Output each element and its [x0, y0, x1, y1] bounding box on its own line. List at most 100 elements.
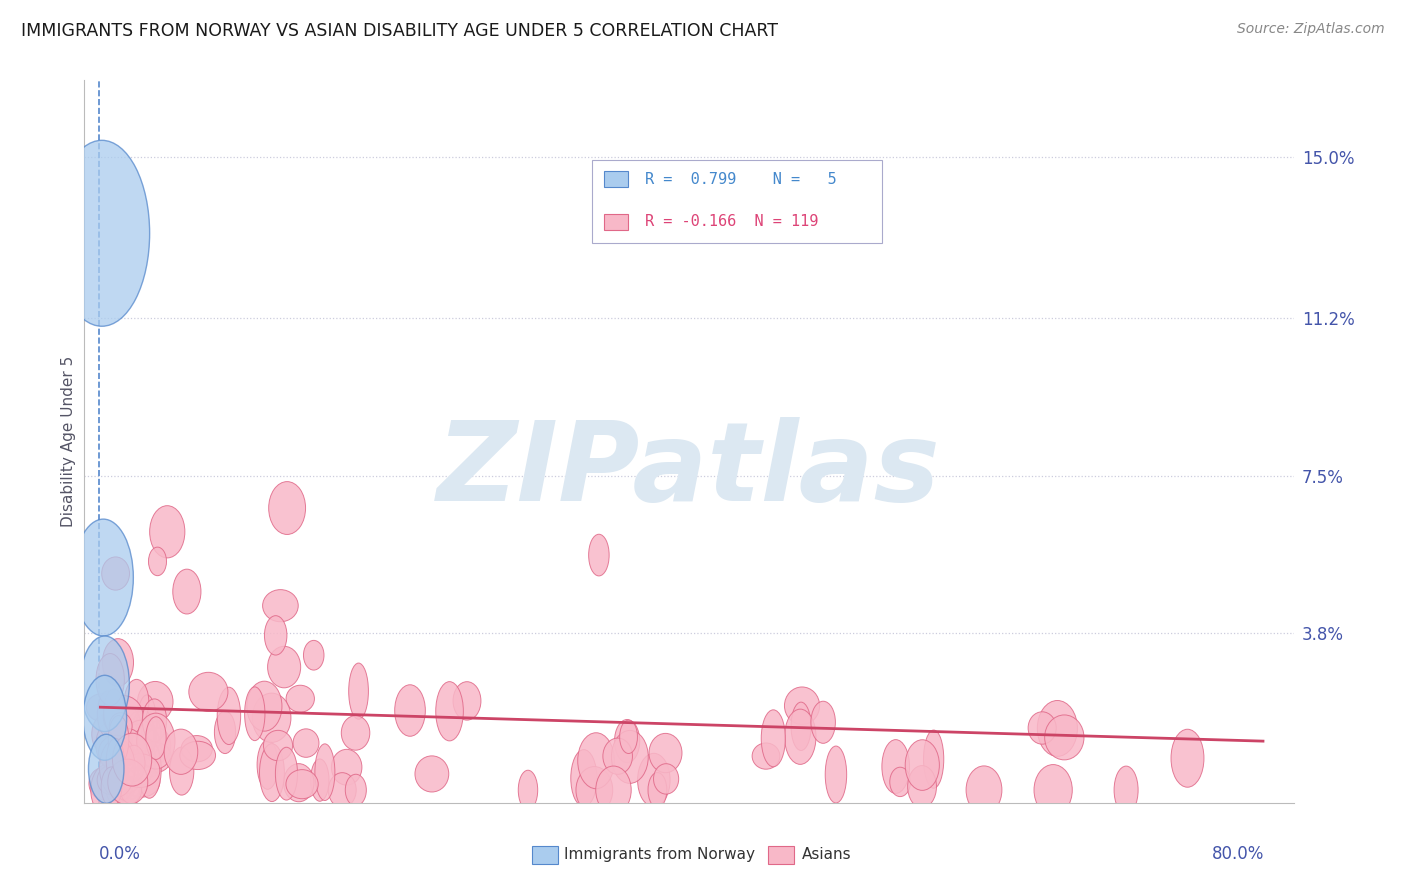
Ellipse shape [648, 772, 666, 807]
Ellipse shape [173, 569, 201, 614]
FancyBboxPatch shape [531, 847, 558, 864]
Ellipse shape [86, 694, 117, 722]
Ellipse shape [603, 738, 633, 774]
Ellipse shape [89, 768, 117, 799]
Ellipse shape [654, 764, 679, 794]
Y-axis label: Disability Age Under 5: Disability Age Under 5 [60, 356, 76, 527]
Ellipse shape [108, 715, 129, 764]
Ellipse shape [285, 770, 318, 798]
Ellipse shape [149, 547, 166, 575]
Ellipse shape [214, 711, 236, 754]
Ellipse shape [263, 590, 298, 622]
Ellipse shape [188, 673, 228, 711]
Ellipse shape [908, 765, 936, 808]
Ellipse shape [89, 734, 124, 804]
Ellipse shape [125, 734, 155, 786]
Ellipse shape [304, 640, 323, 670]
Ellipse shape [811, 701, 835, 743]
Ellipse shape [112, 774, 135, 800]
Ellipse shape [252, 693, 291, 742]
Ellipse shape [761, 710, 786, 767]
Ellipse shape [519, 770, 537, 810]
Ellipse shape [596, 766, 631, 814]
Ellipse shape [105, 768, 141, 809]
Ellipse shape [637, 754, 671, 806]
Ellipse shape [924, 730, 943, 789]
Ellipse shape [101, 557, 129, 591]
Ellipse shape [124, 710, 162, 759]
Ellipse shape [612, 731, 648, 783]
Ellipse shape [1114, 766, 1137, 814]
Text: Immigrants from Norway: Immigrants from Norway [564, 847, 755, 863]
Ellipse shape [96, 720, 132, 770]
Ellipse shape [882, 739, 910, 794]
Ellipse shape [101, 767, 122, 806]
Ellipse shape [80, 636, 129, 731]
Ellipse shape [292, 729, 319, 757]
Ellipse shape [91, 764, 125, 816]
Ellipse shape [589, 534, 609, 576]
Ellipse shape [96, 654, 124, 706]
Ellipse shape [132, 710, 155, 758]
Ellipse shape [285, 685, 315, 712]
Ellipse shape [966, 766, 1002, 814]
Ellipse shape [83, 675, 127, 760]
Ellipse shape [614, 720, 640, 763]
Ellipse shape [138, 742, 172, 772]
Ellipse shape [576, 766, 613, 814]
Ellipse shape [1045, 715, 1084, 760]
Ellipse shape [165, 729, 198, 774]
Ellipse shape [110, 713, 132, 739]
Ellipse shape [121, 754, 160, 788]
Ellipse shape [415, 756, 449, 792]
Ellipse shape [453, 681, 481, 720]
Ellipse shape [181, 736, 212, 762]
Ellipse shape [111, 729, 146, 780]
Ellipse shape [114, 747, 142, 794]
Ellipse shape [395, 685, 426, 736]
Ellipse shape [138, 681, 173, 722]
Ellipse shape [114, 734, 135, 775]
Text: R = -0.166  N = 119: R = -0.166 N = 119 [645, 214, 818, 229]
Text: Asians: Asians [801, 847, 851, 863]
Ellipse shape [98, 735, 134, 770]
Text: 80.0%: 80.0% [1212, 846, 1264, 863]
Ellipse shape [890, 767, 911, 797]
Ellipse shape [124, 766, 160, 797]
FancyBboxPatch shape [592, 160, 883, 243]
Ellipse shape [1038, 700, 1077, 756]
Ellipse shape [103, 639, 134, 686]
Ellipse shape [136, 695, 156, 754]
Ellipse shape [332, 749, 361, 785]
Ellipse shape [122, 758, 141, 799]
Ellipse shape [263, 731, 292, 761]
Ellipse shape [142, 699, 167, 742]
Ellipse shape [91, 715, 117, 753]
Ellipse shape [315, 744, 335, 800]
Ellipse shape [122, 746, 145, 781]
Ellipse shape [117, 707, 142, 754]
Ellipse shape [650, 733, 682, 772]
Text: IMMIGRANTS FROM NORWAY VS ASIAN DISABILITY AGE UNDER 5 CORRELATION CHART: IMMIGRANTS FROM NORWAY VS ASIAN DISABILI… [21, 22, 778, 40]
FancyBboxPatch shape [605, 214, 628, 230]
Ellipse shape [825, 746, 846, 803]
Ellipse shape [125, 720, 156, 757]
Ellipse shape [217, 687, 240, 745]
Ellipse shape [105, 756, 139, 815]
Ellipse shape [180, 741, 215, 770]
Ellipse shape [146, 716, 166, 759]
Ellipse shape [342, 715, 370, 750]
Text: R =  0.799    N =   5: R = 0.799 N = 5 [645, 172, 837, 186]
Ellipse shape [105, 721, 138, 765]
Ellipse shape [905, 739, 939, 790]
Ellipse shape [267, 647, 301, 688]
Ellipse shape [269, 482, 305, 534]
Text: Source: ZipAtlas.com: Source: ZipAtlas.com [1237, 22, 1385, 37]
Text: 0.0%: 0.0% [98, 846, 141, 863]
Ellipse shape [73, 519, 134, 636]
Ellipse shape [1028, 712, 1056, 744]
Ellipse shape [245, 687, 264, 740]
Ellipse shape [108, 759, 148, 805]
Ellipse shape [100, 739, 135, 797]
Ellipse shape [104, 690, 125, 733]
